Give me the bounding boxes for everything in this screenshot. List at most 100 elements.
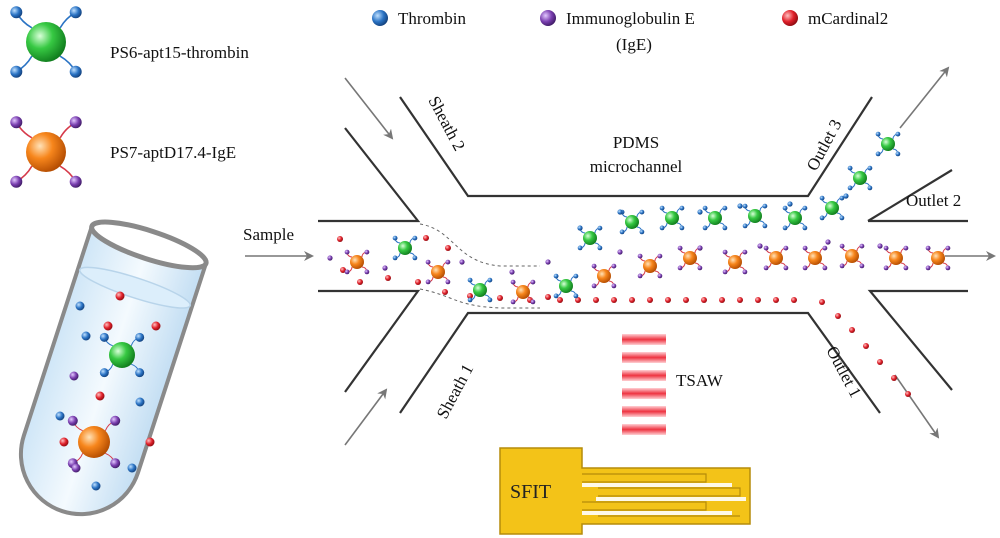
mcardinal2-dot	[467, 293, 473, 299]
ige-legend-dot	[540, 10, 556, 26]
mcardinal2-dot	[415, 279, 421, 285]
ps6-label: PS6-apt15-thrombin	[110, 43, 249, 62]
ige-bead	[802, 245, 828, 271]
free-thrombin-dot	[577, 225, 583, 231]
thrombin-bead	[742, 203, 768, 229]
mcardinal2-dot	[819, 299, 825, 305]
mcardinal-legend-dot	[782, 10, 798, 26]
mcardinal2-dot	[497, 295, 503, 301]
free-ige-dot	[459, 259, 465, 265]
outlet3-label: Outlet 3	[803, 116, 846, 174]
free-ige-dot	[382, 265, 388, 271]
pdms-title-line1: PDMS	[613, 133, 659, 152]
legend-ige: Immunoglobulin E	[566, 9, 695, 28]
mcardinal2-dot	[445, 245, 451, 251]
mcardinal2-dot	[442, 289, 448, 295]
mcardinal2-dot	[755, 297, 761, 303]
thrombin-bead	[659, 205, 685, 231]
mcardinal2-dot	[545, 294, 551, 300]
thrombin-bead	[619, 209, 645, 235]
mcardinal2-dot	[835, 313, 841, 319]
tube-green-bead	[99, 332, 145, 378]
tube-analyte-dot	[151, 321, 161, 331]
tube-sample-contents	[55, 291, 161, 491]
mcardinal2-dot	[905, 391, 911, 397]
ige-bead	[510, 279, 536, 305]
tube-analyte-dot	[55, 411, 65, 421]
tube-orange-bead	[67, 415, 121, 469]
free-thrombin-dot	[843, 193, 849, 199]
mcardinal2-dot	[737, 297, 743, 303]
mcardinal2-dot	[647, 297, 653, 303]
mcardinal2-dot	[340, 267, 346, 273]
sheath1-label: Sheath 1	[433, 361, 477, 422]
mcardinal2-dot	[593, 297, 599, 303]
tube-analyte-dot	[81, 331, 91, 341]
tube-analyte-dot	[135, 397, 145, 407]
thrombin-bead	[875, 131, 901, 157]
sample-stream-boundary	[419, 223, 540, 309]
tube-analyte-dot	[103, 321, 113, 331]
free-ige-dot	[757, 243, 763, 249]
mcardinal2-dot	[337, 236, 343, 242]
ps6-bead	[10, 6, 82, 78]
free-thrombin-dot	[617, 209, 623, 215]
outlet1-arrow	[894, 374, 940, 439]
ps7-label: PS7-aptD17.4-IgE	[110, 143, 236, 162]
tube-analyte-dot	[127, 463, 137, 473]
ige-bead	[722, 249, 748, 275]
mcardinal2-dot	[385, 275, 391, 281]
ps7-particle-icon	[10, 116, 82, 188]
free-thrombin-dot	[697, 209, 703, 215]
tube-analyte-dot	[145, 437, 155, 447]
free-thrombin-dot	[737, 203, 743, 209]
mcardinal2-dot	[701, 297, 707, 303]
thrombin-bead	[467, 277, 493, 303]
legend: Thrombin Immunoglobulin E (IgE) mCardina…	[372, 9, 888, 54]
sheath2-label: Sheath 2	[424, 93, 468, 154]
legend-thrombin: Thrombin	[398, 9, 466, 28]
tsaw-label: TSAW	[676, 371, 724, 390]
mcardinal2-dot	[891, 375, 897, 381]
tube-analyte-dot	[59, 437, 69, 447]
pdms-title-line2: microchannel	[590, 157, 683, 176]
legend-mcardinal: mCardinal2	[808, 9, 888, 28]
outlet3-arrow	[899, 66, 950, 129]
thrombin-bead	[782, 205, 808, 231]
mcardinal2-dot	[611, 297, 617, 303]
mcardinal2-dot	[665, 297, 671, 303]
mcardinal2-dot	[629, 297, 635, 303]
free-ige-dot	[877, 243, 883, 249]
thrombin-bead	[392, 235, 418, 261]
ps6-particle-icon	[10, 6, 82, 78]
mcardinal2-dot	[791, 297, 797, 303]
ige-bead	[883, 245, 909, 271]
sheath2-inlet-arrow	[344, 77, 394, 140]
mcardinal2-dot	[357, 279, 363, 285]
tube-analyte-dot	[69, 371, 79, 381]
ps7-bead	[10, 116, 82, 188]
mcardinal2-dot	[719, 297, 725, 303]
pdms-microchannel	[318, 96, 968, 414]
sheath1-inlet-arrow	[344, 388, 388, 446]
mcardinal2-dot	[557, 297, 563, 303]
tube-analyte-dot	[75, 301, 85, 311]
free-ige-dot	[697, 245, 703, 251]
free-ige-dot	[327, 255, 333, 261]
ige-bead	[637, 253, 663, 279]
ige-bead	[344, 249, 370, 275]
free-ige-dot	[545, 259, 551, 265]
ige-bead	[839, 243, 865, 269]
tube-analyte-dot	[115, 291, 125, 301]
tube-analyte-dot	[91, 481, 101, 491]
sample-label: Sample	[243, 225, 294, 244]
mcardinal2-dot	[849, 327, 855, 333]
thrombin-bead	[847, 165, 873, 191]
tube-analyte-dot	[71, 463, 81, 473]
tube-analyte-dot	[95, 391, 105, 401]
outlet1-label: Outlet 1	[822, 343, 865, 401]
legend-ige-abbr: (IgE)	[616, 35, 652, 54]
mcardinal2-dot	[683, 297, 689, 303]
sfit-label: SFIT	[510, 481, 551, 503]
